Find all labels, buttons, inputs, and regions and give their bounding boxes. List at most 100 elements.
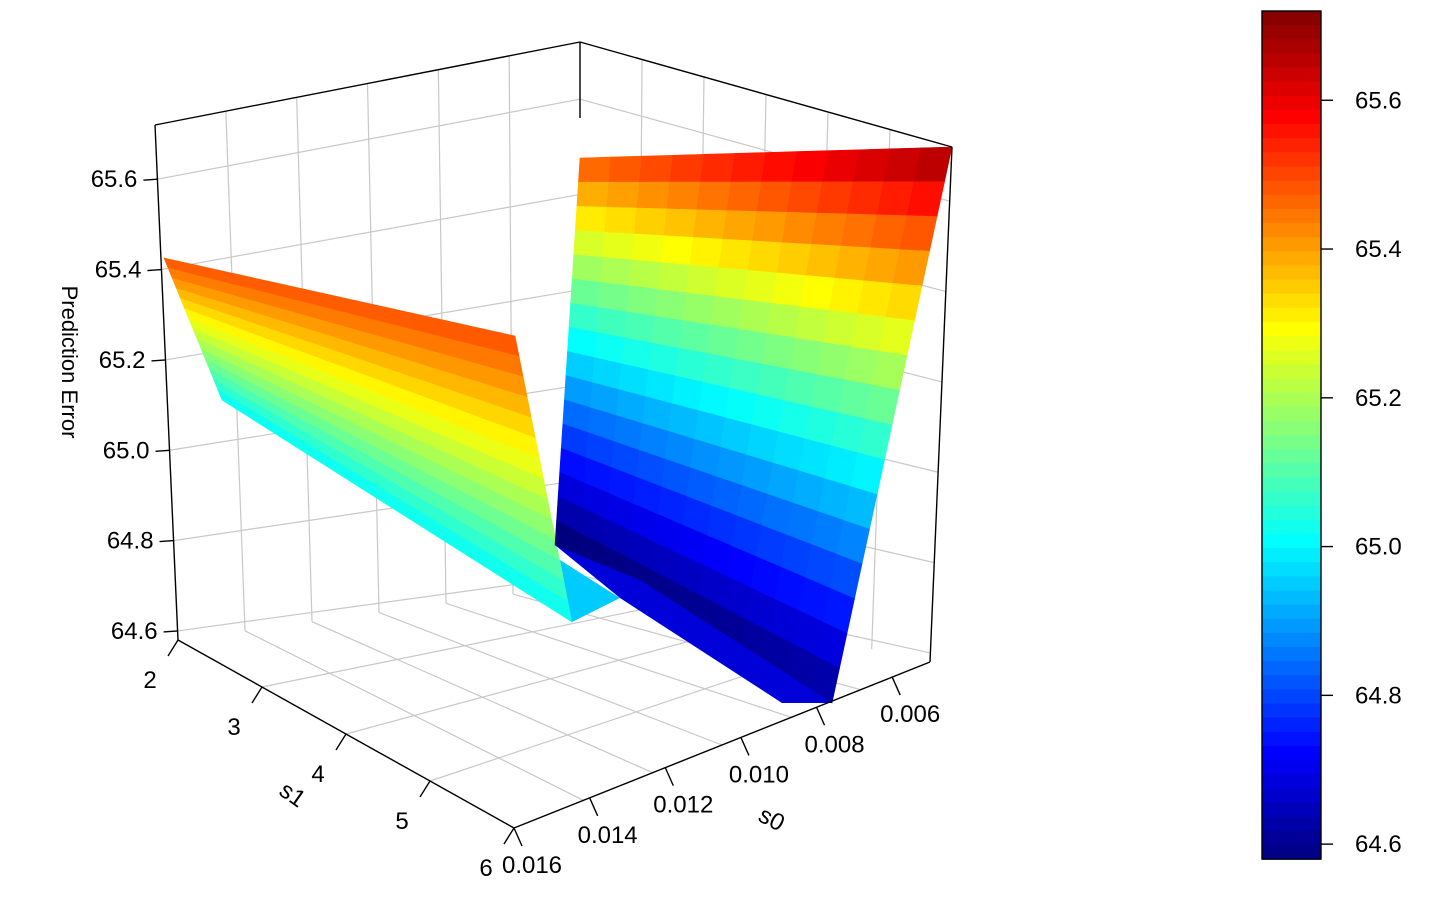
colorbar-segment — [1262, 406, 1321, 422]
x-tick — [740, 737, 750, 756]
surface-facet — [756, 181, 793, 213]
colorbar-segment — [1262, 760, 1321, 775]
colorbar-segment — [1262, 844, 1321, 860]
colorbar-segment — [1262, 223, 1321, 238]
box-edge — [929, 146, 953, 663]
surface-facet — [626, 285, 659, 317]
colorbar-segment — [1262, 208, 1321, 224]
y-tick-label: 3 — [227, 714, 240, 741]
y-tick — [167, 639, 179, 657]
colorbar-segment — [1262, 138, 1321, 154]
y-tick — [251, 686, 263, 704]
colorbar-segment — [1262, 632, 1321, 648]
surface-facet — [570, 278, 602, 308]
surface-facet — [747, 240, 783, 274]
surface-facet — [756, 363, 790, 401]
surface-facet — [726, 181, 762, 212]
colorbar-segment — [1262, 279, 1321, 295]
surface-facet — [660, 235, 694, 266]
colorbar-segment — [1262, 321, 1321, 337]
y-tick-label: 4 — [311, 761, 324, 788]
surface-facet — [555, 545, 832, 703]
y-tick — [419, 780, 431, 798]
y-tick-label: 6 — [479, 855, 492, 882]
colorbar-segment — [1262, 731, 1321, 747]
colorbar-segment — [1262, 576, 1321, 592]
surface-facet — [669, 154, 705, 183]
colorbar-segment — [1262, 251, 1321, 267]
surface-facet — [578, 156, 612, 183]
surface-facet — [710, 296, 744, 330]
colorbar-segment — [1262, 293, 1321, 309]
colorbar-frame — [1261, 10, 1322, 860]
surface-facet — [771, 272, 807, 308]
surface-facet — [733, 328, 768, 365]
z-tick — [159, 539, 174, 543]
colorbar-segment — [1262, 166, 1321, 182]
y-axis-label: s1 — [274, 777, 310, 814]
surface-facet — [574, 206, 608, 233]
colorbar-segment — [1262, 745, 1321, 761]
y-tick-label: 5 — [395, 808, 408, 835]
surface-facet — [700, 153, 736, 183]
surface-facet — [663, 208, 698, 238]
box-edge — [513, 661, 931, 829]
box-edge — [579, 41, 953, 148]
colorbar-segment — [1262, 39, 1321, 55]
colorbar-tick-label: 64.6 — [1355, 831, 1402, 858]
colorbar-segment — [1262, 81, 1321, 97]
z-tick-label: 65.6 — [91, 166, 138, 193]
surface-facet — [722, 210, 758, 242]
colorbar-tick-label: 65.4 — [1355, 236, 1402, 263]
colorbar-segment — [1262, 802, 1321, 818]
colorbar-segment — [1262, 336, 1321, 351]
surface-facet — [636, 181, 671, 210]
colorbar-segment — [1262, 661, 1321, 677]
colorbar-segment — [1262, 109, 1321, 125]
colorbar-segment — [1262, 774, 1321, 790]
colorbar-segment — [1262, 25, 1321, 41]
surface-facet — [606, 181, 640, 209]
colorbar-segment — [1262, 53, 1321, 69]
surface-facet — [560, 560, 620, 622]
colorbar-segment — [1262, 491, 1321, 507]
z-tick-label: 65.2 — [99, 347, 146, 374]
colorbar-segment — [1262, 689, 1321, 705]
colorbar-tick-label: 65.0 — [1355, 534, 1402, 561]
surface-facet — [766, 302, 801, 339]
colorbar-segment — [1262, 435, 1321, 450]
surface-facet — [738, 299, 773, 335]
colorbar-segment — [1262, 604, 1321, 620]
surface-facet — [781, 211, 818, 245]
colorbar-segment — [1262, 152, 1321, 168]
surface-facet — [600, 257, 633, 287]
colorbar-segment — [1262, 505, 1321, 521]
colorbar-segment — [1262, 717, 1321, 733]
surface-facet — [682, 292, 716, 326]
colorbar-segment — [1262, 830, 1321, 846]
surface-facet — [791, 150, 829, 183]
surface-facet — [761, 151, 798, 183]
z-tick — [143, 178, 158, 181]
surface-facet — [571, 254, 604, 283]
z-tick-label: 65.4 — [95, 257, 142, 284]
surface-facet — [604, 206, 638, 235]
surface-facet — [628, 259, 662, 290]
x-tick-label: 0.014 — [578, 822, 638, 849]
surface-facet — [685, 264, 720, 297]
colorbar-segment — [1262, 788, 1321, 804]
surface-facet — [634, 207, 668, 237]
x-tick-label: 0.008 — [805, 731, 865, 758]
surface-facet — [822, 149, 860, 183]
surface-facet — [714, 267, 749, 301]
colorbar-segment — [1262, 675, 1321, 691]
colorbar-segment — [1262, 618, 1321, 634]
surface-facet — [718, 238, 753, 271]
grid-line-floor — [311, 621, 653, 774]
plot-box — [154, 41, 953, 829]
colorbar-segment — [1262, 463, 1321, 479]
colorbar-tick-label: 64.8 — [1355, 682, 1402, 709]
colorbar-segment — [1262, 647, 1321, 662]
colorbar-segment — [1262, 307, 1321, 323]
colorbar-segment — [1262, 420, 1321, 436]
